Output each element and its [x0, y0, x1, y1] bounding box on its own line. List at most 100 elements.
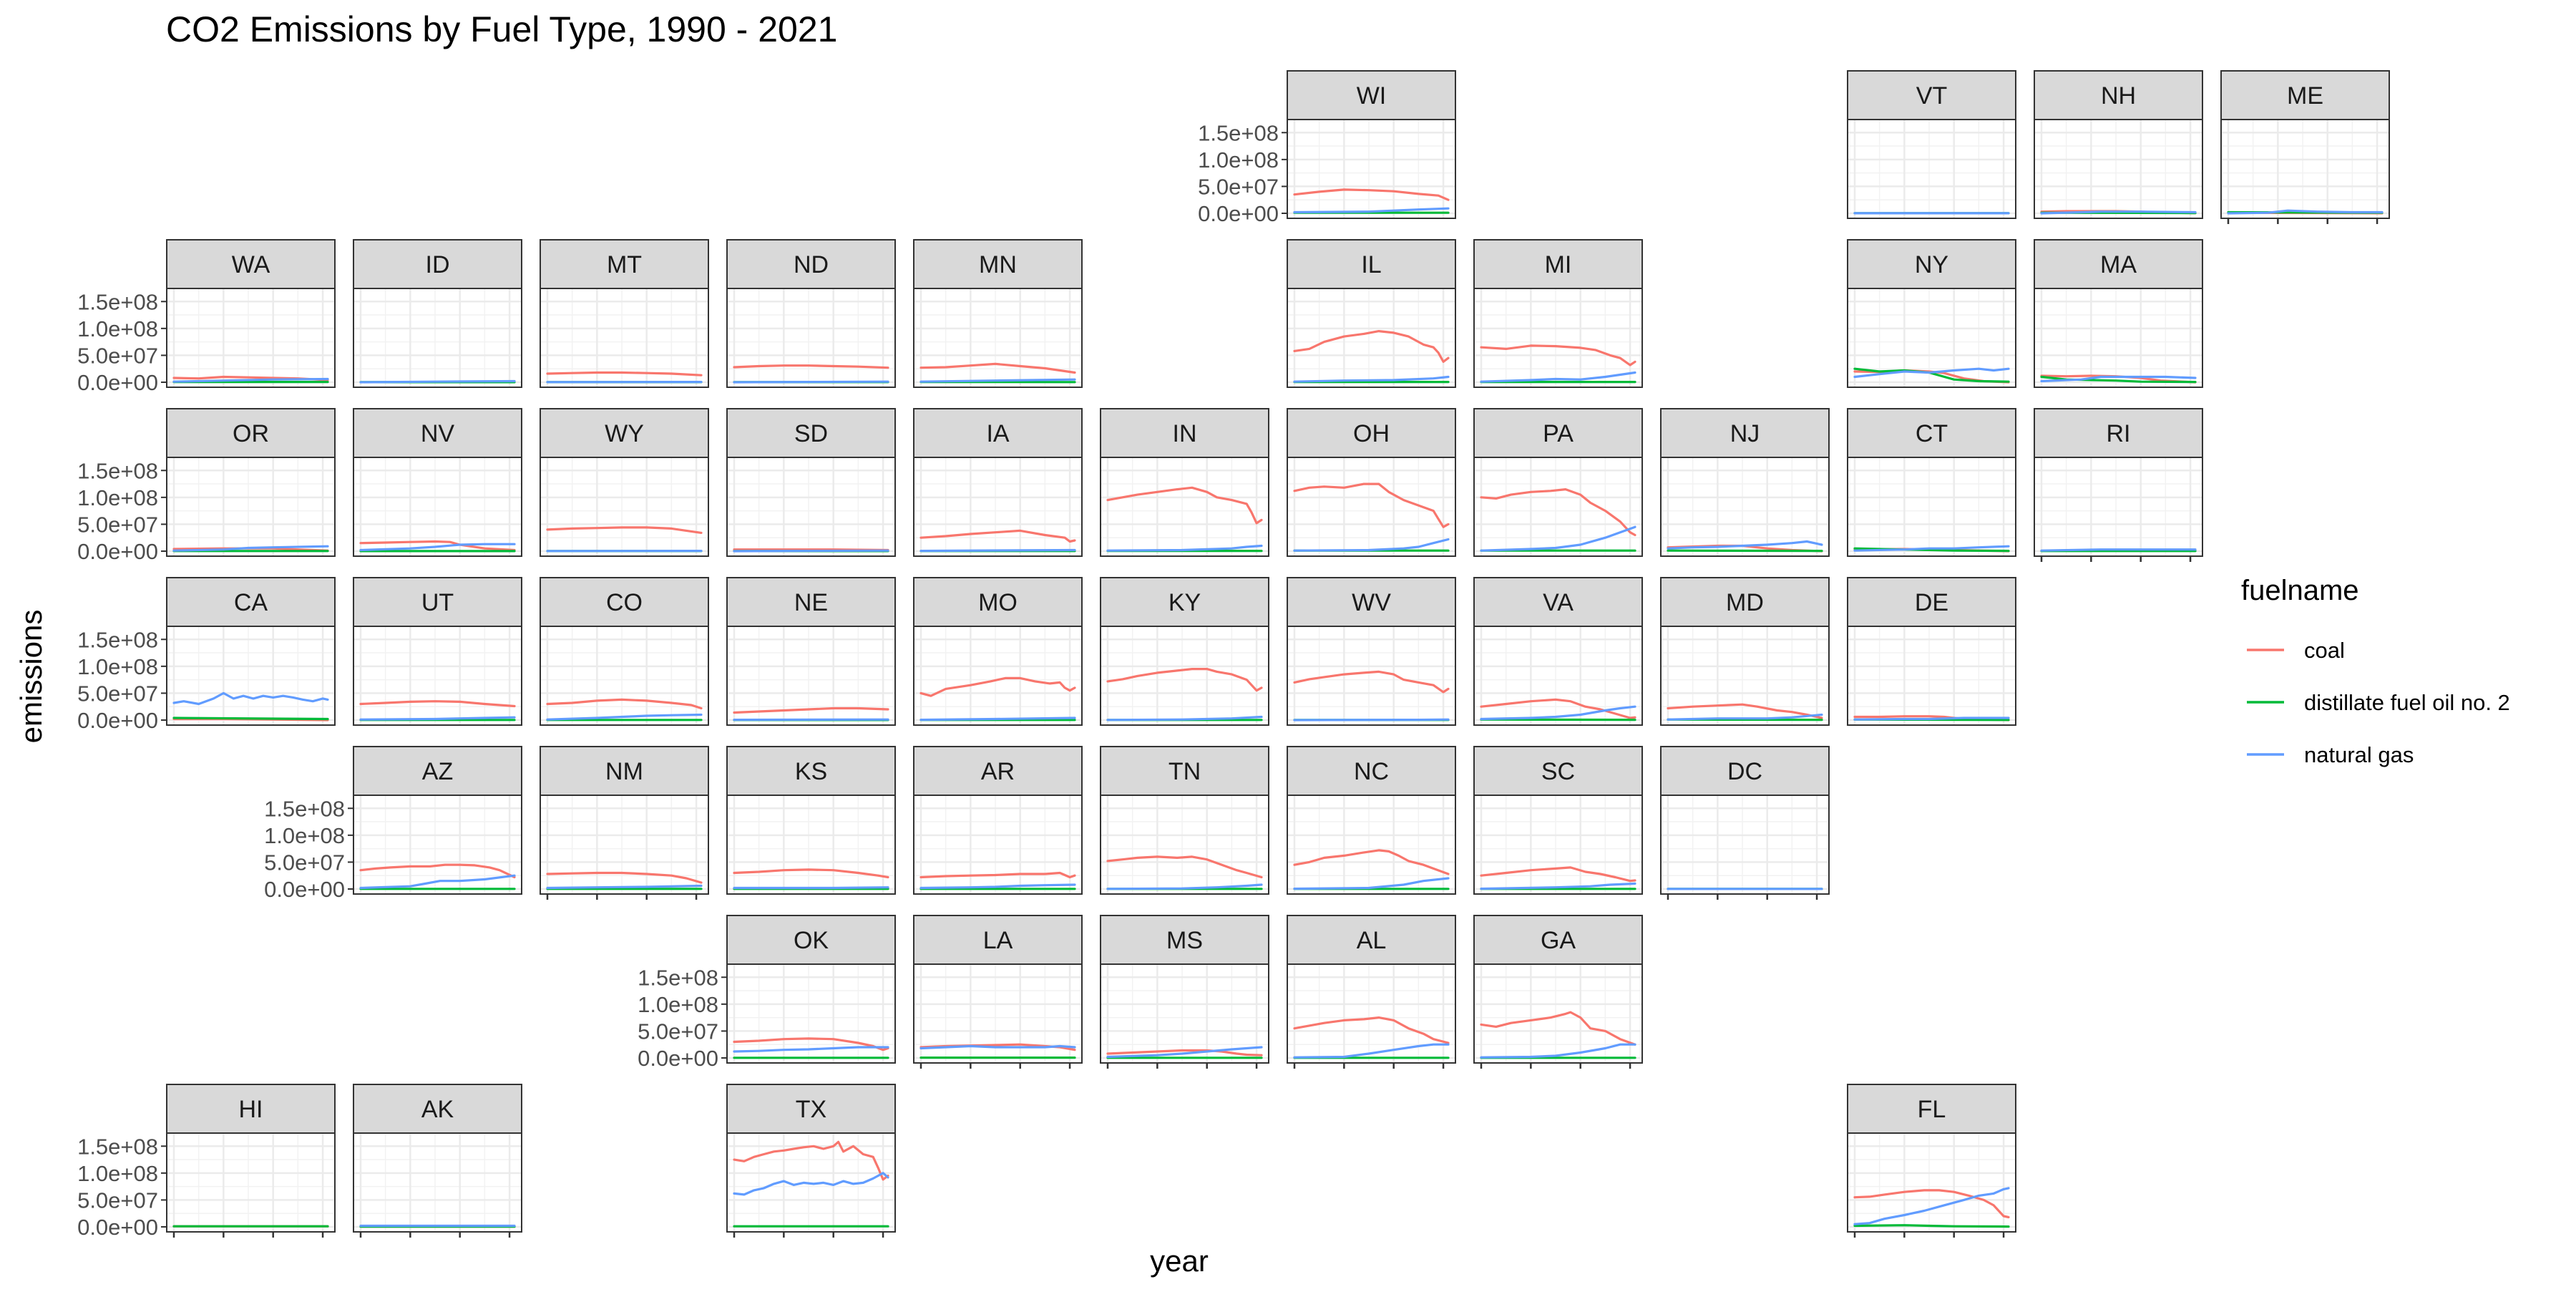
facet-mn: MN — [914, 240, 1082, 387]
facet-strip-label: DC — [1727, 758, 1762, 785]
panel-background — [1101, 795, 1269, 894]
facet-strip-label: NY — [1915, 251, 1948, 278]
panel-background — [167, 626, 335, 725]
facet-strip-label: ME — [2287, 82, 2323, 110]
facet-va: VA — [1474, 578, 1642, 725]
panel-background — [353, 1133, 522, 1232]
facet-strip-label: VT — [1916, 82, 1947, 110]
facet-ct: CT — [1848, 409, 2016, 556]
panel-background — [727, 795, 895, 894]
y-tick-label: 1.0e+08 — [77, 485, 158, 510]
panel-background — [2034, 120, 2202, 218]
facet-strip-label: CO — [606, 589, 643, 616]
facet-strip-label: NH — [2101, 82, 2136, 110]
facet-strip-label: KS — [795, 758, 827, 785]
facet-strip-label: MO — [978, 589, 1018, 616]
facet-strip-label: MI — [1545, 251, 1572, 278]
y-tick-label: 5.0e+07 — [77, 681, 158, 706]
facet-strip-label: LA — [983, 927, 1013, 954]
panel-background — [1474, 795, 1642, 894]
y-tick-label: 5.0e+07 — [1198, 174, 1279, 199]
facet-me: ME — [2221, 71, 2389, 224]
facet-ne: NE — [727, 578, 895, 725]
y-tick-label: 1.5e+08 — [77, 458, 158, 483]
facet-oh: OH — [1287, 409, 1455, 556]
facet-il: IL — [1287, 240, 1455, 387]
facet-strip-label: ND — [794, 251, 829, 278]
panel-background — [1287, 288, 1455, 387]
facet-ak: AK — [353, 1084, 522, 1238]
panel-background — [1474, 964, 1642, 1063]
facet-strip-label: PA — [1543, 420, 1574, 447]
panel-background — [727, 457, 895, 556]
facet-strip-label: MD — [1726, 589, 1764, 616]
facet-strip-label: AL — [1357, 927, 1387, 954]
facet-ms: MS — [1101, 915, 1269, 1069]
facet-strip-label: AR — [981, 758, 1015, 785]
series-line-gas-ri — [2041, 550, 2195, 551]
facet-strip-label: UT — [421, 589, 454, 616]
facet-strip-label: IA — [986, 420, 1009, 447]
panel-background — [727, 288, 895, 387]
panel-background — [1661, 795, 1829, 894]
facet-in: IN — [1101, 409, 1269, 556]
facet-strip-label: HI — [239, 1096, 263, 1123]
facet-sc: SC — [1474, 747, 1642, 894]
facet-strip-label: CA — [234, 589, 268, 616]
panel-background — [1101, 457, 1269, 556]
y-tick-label: 1.5e+08 — [77, 627, 158, 652]
y-tick-label: 0.0e+00 — [77, 370, 158, 395]
series-line-gas-ia — [921, 550, 1075, 551]
legend-label-2: natural gas — [2304, 742, 2414, 767]
chart-title: CO2 Emissions by Fuel Type, 1990 - 2021 — [166, 9, 837, 49]
facet-ri: RI — [2034, 409, 2202, 562]
series-line-oil-ca — [174, 718, 328, 719]
facet-strip-label: VA — [1543, 589, 1574, 616]
facet-nj: NJ — [1661, 409, 1829, 556]
panel-background — [1287, 457, 1455, 556]
y-tick-label: 1.0e+08 — [264, 823, 345, 848]
legend-title: fuelname — [2241, 575, 2359, 606]
panel-background — [1848, 1133, 2016, 1232]
facet-la: LA — [914, 915, 1082, 1069]
panel-background — [353, 626, 522, 725]
legend-label-0: coal — [2304, 638, 2345, 663]
facet-ia: IA — [914, 409, 1082, 556]
facet-strip-label: MT — [607, 251, 642, 278]
panel-background — [167, 457, 335, 556]
series-line-oil-fl — [1855, 1225, 2009, 1227]
facet-strip-label: RI — [2107, 420, 2131, 447]
y-tick-label: 0.0e+00 — [77, 539, 158, 564]
series-line-gas-wv — [1294, 719, 1448, 720]
panel-background — [1474, 288, 1642, 387]
facet-strip-label: AZ — [422, 758, 453, 785]
panel-background — [1287, 626, 1455, 725]
facet-al: AL — [1287, 915, 1455, 1069]
panel-background — [2221, 120, 2389, 218]
facet-strip-label: AK — [421, 1096, 454, 1123]
facet-nc: NC — [1287, 747, 1455, 894]
facet-az: AZ0.0e+005.0e+071.0e+081.5e+08 — [264, 747, 522, 902]
panel-background — [1848, 120, 2016, 218]
facet-strip-label: ID — [426, 251, 450, 278]
facet-wv: WV — [1287, 578, 1455, 725]
facet-tx: TX — [727, 1084, 895, 1238]
legend-label-1: distillate fuel oil no. 2 — [2304, 690, 2510, 715]
y-tick-label: 1.5e+08 — [1198, 120, 1279, 145]
x-axis-label: year — [1150, 1244, 1209, 1278]
facet-strip-label: WY — [605, 420, 644, 447]
facet-nd: ND — [727, 240, 895, 387]
facet-strip-label: WI — [1357, 82, 1387, 110]
panel-background — [353, 288, 522, 387]
y-tick-label: 0.0e+00 — [77, 708, 158, 733]
facet-strip-label: IN — [1173, 420, 1197, 447]
y-tick-label: 5.0e+07 — [264, 850, 345, 875]
panel-background — [540, 626, 708, 725]
panel-background — [167, 1133, 335, 1232]
facet-de: DE — [1848, 578, 2016, 725]
facet-strip-label: MN — [979, 251, 1017, 278]
facet-strip-label: FL — [1918, 1096, 1946, 1123]
panel-background — [353, 795, 522, 894]
